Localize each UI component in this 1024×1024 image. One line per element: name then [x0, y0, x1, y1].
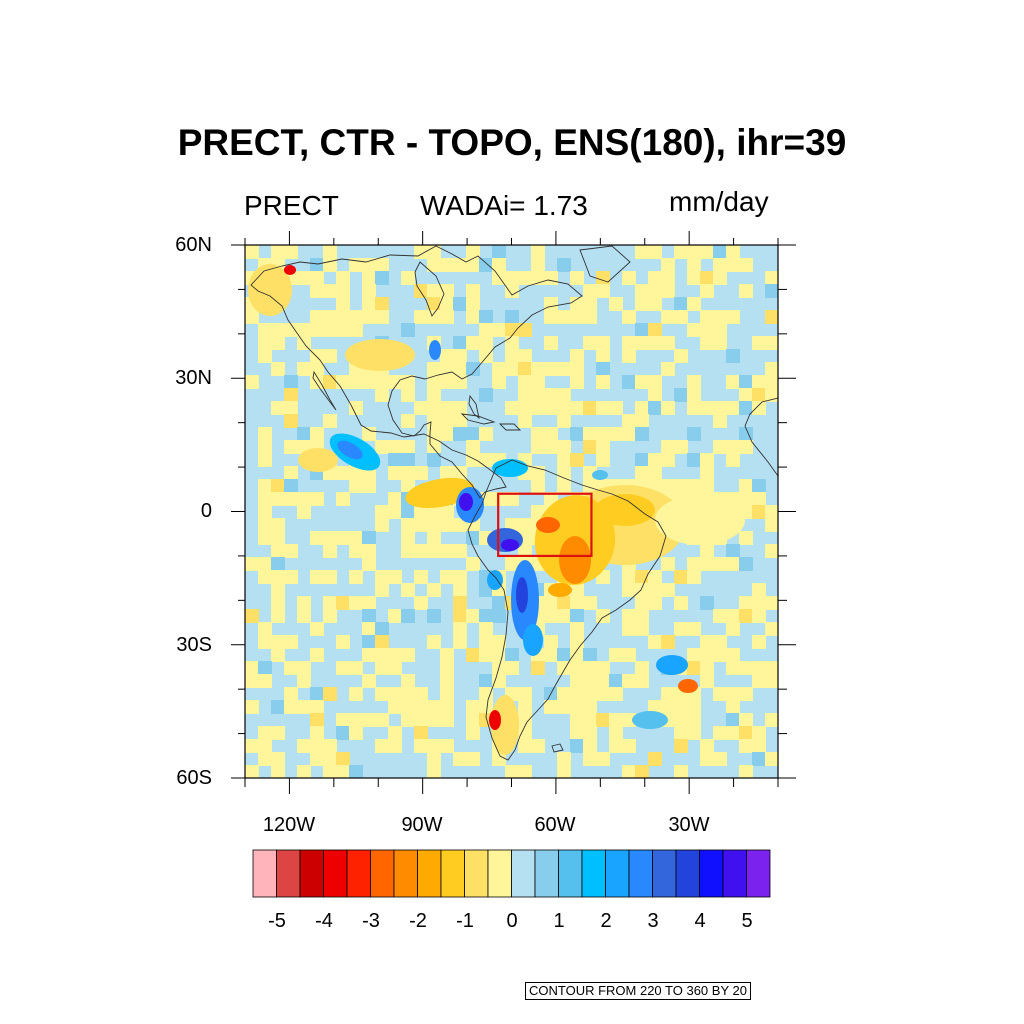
colorbar-swatch: [628, 849, 653, 898]
precip-anomaly-patch: [487, 570, 503, 590]
colorbar-label: -1: [456, 910, 474, 932]
precip-anomaly-patch: [656, 655, 688, 675]
colorbar-swatch: [417, 849, 442, 898]
precip-anomaly-patch: [337, 440, 363, 460]
precip-anomaly-patch: [536, 517, 560, 533]
colorbar-label: -5: [268, 910, 286, 932]
precip-anomaly-patch: [345, 339, 415, 371]
colorbar-swatch: [605, 849, 630, 898]
colorbar-swatch: [252, 849, 277, 898]
precip-anomaly-patch: [632, 711, 668, 729]
colorbar-swatch: [652, 849, 677, 898]
map-ticks: [231, 231, 796, 794]
coastlines: [250, 245, 778, 761]
colorbar-label: 4: [694, 910, 706, 932]
coast-hudson-bay: [414, 261, 445, 317]
lon-label-60w: 60W: [534, 814, 576, 836]
lat-label-eq: 0: [200, 500, 212, 522]
coast-north-america: [250, 245, 583, 499]
lat-label-60n: 60N: [175, 234, 212, 256]
coast-cuba: [460, 413, 496, 425]
colorbar-label: 3: [647, 910, 659, 932]
colorbar-label: -2: [409, 910, 427, 932]
colorbar-label: -3: [362, 910, 380, 932]
colorbar: [252, 849, 771, 898]
coast-south-america: [467, 459, 667, 761]
precip-anomaly-patch: [492, 459, 528, 477]
lat-label-30s: 30S: [176, 634, 212, 656]
highlight-region-box: [497, 492, 593, 558]
coast-falklands: [551, 743, 564, 753]
precip-anomaly-patch: [655, 495, 745, 545]
colorbar-label: 0: [506, 910, 518, 932]
colorbar-swatch: [393, 849, 418, 898]
coast-baja: [312, 370, 337, 411]
colorbar-swatch: [323, 849, 348, 898]
precip-anomaly-patch: [501, 539, 519, 551]
colorbar-swatch: [699, 849, 724, 898]
colorbar-label: 1: [553, 910, 565, 932]
colorbar-swatch: [581, 849, 606, 898]
lon-label-90w: 90W: [401, 814, 443, 836]
precip-anomaly-patch: [559, 536, 591, 584]
precip-anomaly-patch: [595, 494, 655, 526]
colorbar-swatch: [299, 849, 324, 898]
colorbar-label: 2: [600, 910, 612, 932]
colorbar-swatch: [346, 849, 371, 898]
lon-label-120w: 120W: [262, 814, 316, 836]
precip-anomaly-patch: [429, 340, 441, 360]
subtitle-index: WADAi= 1.73: [420, 190, 588, 221]
colorbar-swatch: [440, 849, 465, 898]
colorbar-swatch: [370, 849, 395, 898]
colorbar-swatch: [511, 849, 536, 898]
colorbar-swatch: [746, 849, 771, 898]
plot-title: PRECT, CTR - TOPO, ENS(180), ihr=39: [177, 122, 847, 163]
precip-anomaly-patch: [548, 583, 572, 597]
colorbar-swatch: [558, 849, 583, 898]
precip-anomaly-patch: [459, 493, 473, 511]
subtitle-units: mm/day: [669, 186, 769, 217]
lat-label-60s: 60S: [176, 767, 212, 789]
colorbar-swatch: [276, 849, 301, 898]
colorbar-swatch: [464, 849, 489, 898]
coast-hispaniola: [498, 423, 522, 431]
colorbar-swatch: [534, 849, 559, 898]
subtitle-variable: PRECT: [244, 190, 339, 221]
precip-field: [245, 245, 778, 778]
coast-africa: [744, 397, 778, 477]
colorbar-swatch: [675, 849, 700, 898]
precip-anomaly-patch: [592, 470, 608, 480]
precip-anomaly-patch: [298, 448, 338, 472]
coast-greenland: [579, 245, 631, 283]
lat-label-30n: 30N: [175, 367, 212, 389]
colorbar-label: 5: [741, 910, 753, 932]
precip-anomaly-patch: [489, 710, 501, 730]
precip-anomaly-patch: [491, 695, 519, 755]
colorbar-label: -4: [315, 910, 333, 932]
lon-label-30w: 30W: [668, 814, 710, 836]
colorbar-swatch: [487, 849, 512, 898]
contour-info-box: CONTOUR FROM 220 TO 360 BY 20: [525, 982, 751, 1000]
precip-anomaly-patch: [284, 265, 296, 275]
precip-anomaly-patch: [516, 577, 528, 613]
precip-anomaly-patch: [678, 679, 698, 693]
colorbar-swatch: [722, 849, 747, 898]
precip-anomaly-patch: [523, 624, 543, 656]
